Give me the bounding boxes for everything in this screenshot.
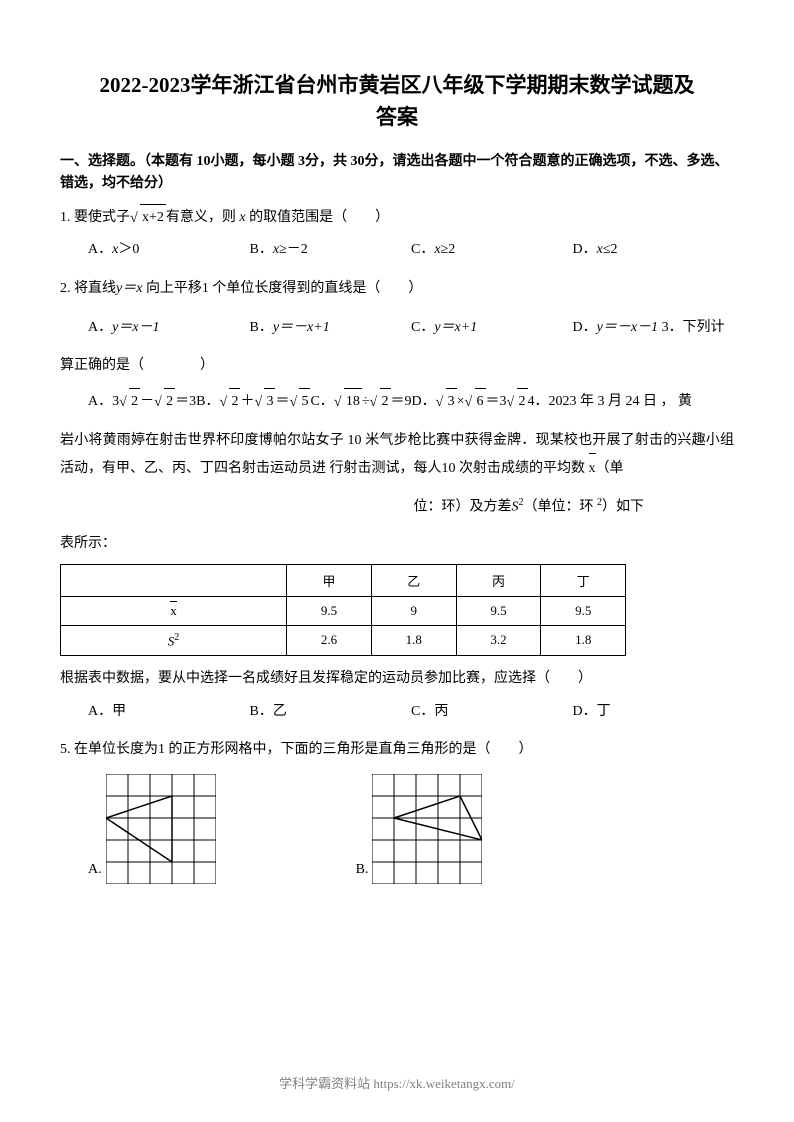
q4-inline: 4．2023 年 3 月 24 日 ， 黄 [528,394,693,409]
r2c2: 1.8 [371,625,456,655]
q4-unit-line: 位：环）及方差S2（单位：环 2）如下 [60,493,734,521]
grid-b-icon [372,774,482,884]
q4-table-intro: 表所示： [60,532,734,552]
q1-optB: B．x≥－2 [250,237,412,264]
question-2: 2. 将直线y＝x 向上平移1 个单位长度得到的直线是（ ） A．y＝x－1 B… [60,276,734,341]
q3-optC: C．18÷2＝9 [310,394,411,409]
q5-num: 5. [60,742,71,757]
q3-optA: A．32－2＝3 [88,394,196,409]
q2-optD: D．y＝－x－1 3．下列计 [573,315,735,342]
q5-option-b: B. [356,774,483,884]
q1-optC: C．x≥2 [411,237,573,264]
q3-line2: 算正确的是（ ） [60,353,734,380]
q2-eq: y＝x [116,281,142,296]
question-1: 1. 要使式子x+2有意义，则 x 的取值范围是（ ） A．x＞0 B．x≥－2… [60,204,734,264]
r1c1: 9.5 [287,596,372,625]
q1-text-pre: 要使式子 [74,210,130,225]
q4-optA: A．甲 [88,699,250,726]
q2-optA: A．y＝x－1 [88,315,250,342]
q3-optB: B．2＋3＝5 [196,394,310,409]
q1-text-end: 的取值范围是（ ） [246,210,390,225]
q2-text-pre: 将直线 [74,281,116,296]
th-yi: 乙 [371,564,456,596]
row2-label: S2 [61,625,287,655]
th-bing: 丙 [456,564,541,596]
page-footer: 学科学霸资料站 https://xk.weiketangx.com/ [0,1073,794,1092]
q4-optC: C．丙 [411,699,573,726]
q5-option-a: A. [88,774,216,884]
section1-header: 一、选择题。（本题有 10小题，每小题 3分，共 30分，请选出各题中一个符合题… [60,151,734,196]
q4-after-table: 根据表中数据，要从中选择一名成绩好且发挥稳定的运动员参加比赛，应选择（ ） A．… [60,666,734,725]
q3-optD: D．3×6＝32 [412,394,528,409]
q2-text-post: 向上平移1 个单位长度得到的直线是（ ） [142,281,422,296]
r1c2: 9 [371,596,456,625]
th-jia: 甲 [287,564,372,596]
q4-optB: B．乙 [250,699,412,726]
th-blank [61,564,287,596]
q4-table: 甲 乙 丙 丁 x 9.5 9 9.5 9.5 S2 2.6 1.8 3.2 1… [60,564,734,656]
question-3: 算正确的是（ ） A．32－2＝3B．2＋3＝5C．18÷2＝9D．3×6＝32… [60,353,734,415]
row1-label: x [61,596,287,625]
r2c3: 3.2 [456,625,541,655]
q5-text: 在单位长度为1 的正方形网格中，下面的三角形是直角三角形的是（ ） [74,742,533,757]
q2-optC: C．y＝x+1 [411,315,573,342]
grid-a-icon [106,774,216,884]
r1c4: 9.5 [541,596,626,625]
question-4-body: 岩小将黄雨婷在射击世界杯印度博帕尔站女子 10 米气步枪比赛中获得金牌．现某校也… [60,427,734,483]
q2-optB: B．y＝－x+1 [250,315,412,342]
r1c3: 9.5 [456,596,541,625]
q5-labelB: B. [356,857,369,884]
q1-num: 1. [60,210,71,225]
th-ding: 丁 [541,564,626,596]
q1-optA: A．x＞0 [88,237,250,264]
q1-text-post: 有意义，则 [166,210,240,225]
q2-num: 2. [60,281,71,296]
title-line2: 答案 [60,102,734,134]
question-5: 5. 在单位长度为1 的正方形网格中，下面的三角形是直角三角形的是（ ） A. … [60,737,734,884]
r2c1: 2.6 [287,625,372,655]
r2c4: 1.8 [541,625,626,655]
q4-optD: D．丁 [573,699,735,726]
q5-labelA: A. [88,857,102,884]
q1-sqrt: x+2 [140,204,166,232]
q1-optD: D．x≤2 [573,237,735,264]
title-line1: 2022-2023学年浙江省台州市黄岩区八年级下学期期末数学试题及 [60,70,734,102]
